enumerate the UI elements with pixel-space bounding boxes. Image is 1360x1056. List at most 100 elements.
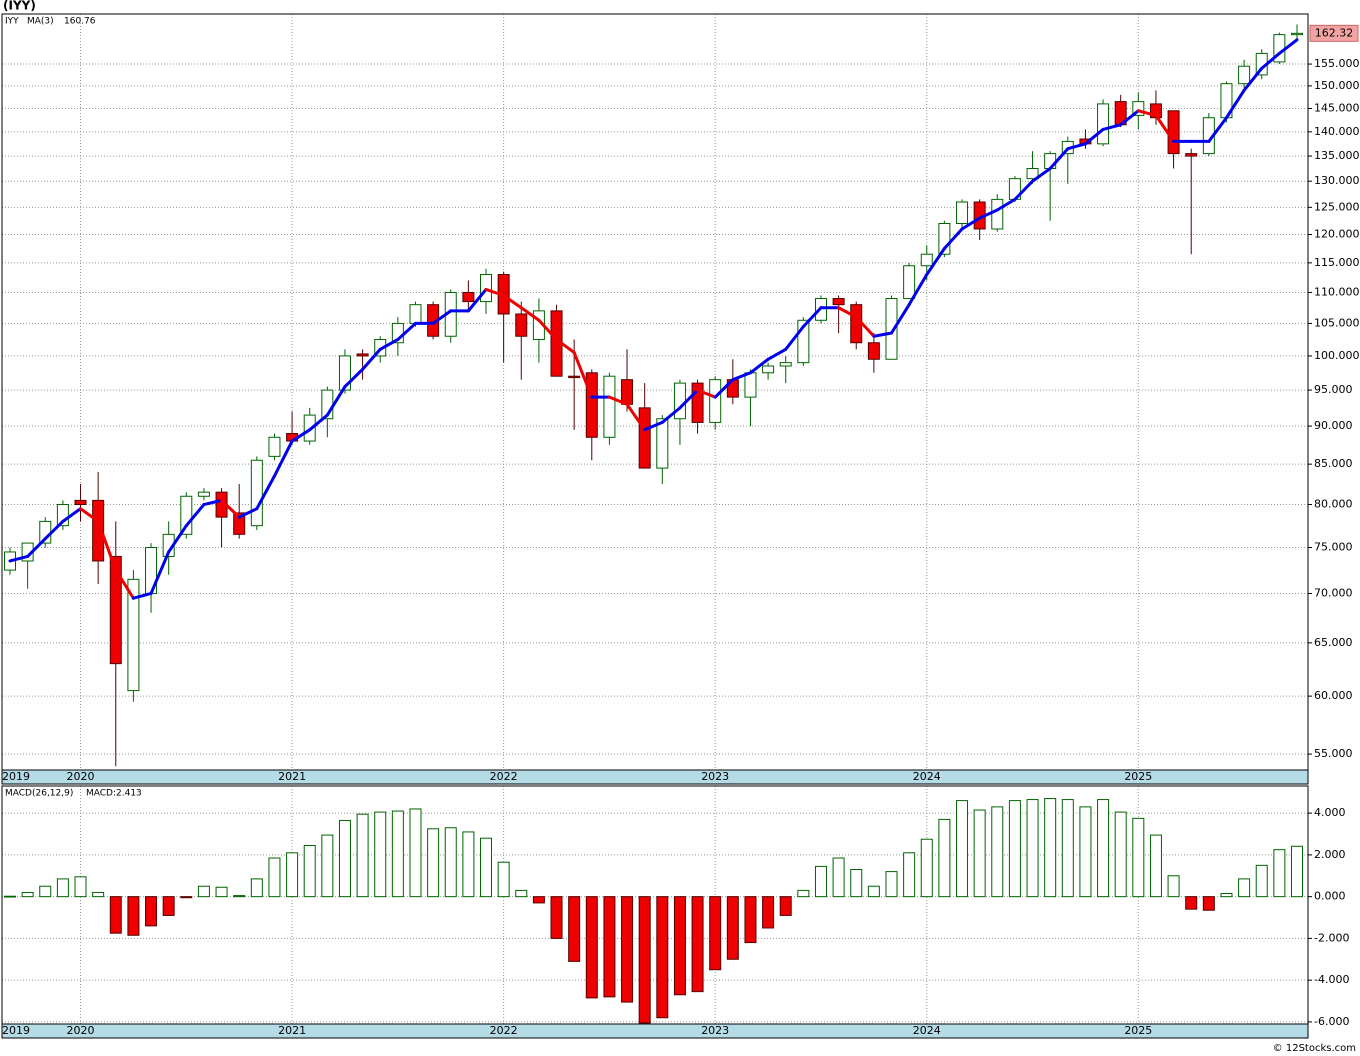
ma-line [220, 498, 241, 519]
macd-bar [515, 889, 528, 898]
macd-bar [374, 811, 387, 898]
candle-body [1097, 103, 1110, 145]
x-tick-label: 2023 [701, 770, 729, 783]
macd-bar [991, 806, 1004, 898]
x-tick-label: 2024 [913, 1024, 941, 1037]
candle-body [779, 362, 792, 367]
macd-bar [321, 834, 334, 898]
candle-body [568, 375, 581, 379]
candle-body [991, 198, 1004, 230]
x-tick-label: 2020 [67, 1024, 95, 1037]
y-tick-label: 125.000 [1314, 200, 1360, 213]
x-tick-label: 2025 [1124, 1024, 1152, 1037]
ma-line [1154, 113, 1176, 143]
y-tick-label: 150.000 [1314, 79, 1360, 92]
macd-bar [250, 878, 263, 898]
x-tick-label: 2023 [701, 1024, 729, 1037]
macd-bar [21, 891, 34, 898]
ma-line [114, 568, 135, 600]
candle-body [744, 372, 757, 398]
y-tick-label: 85.000 [1314, 457, 1353, 470]
candle-body [109, 555, 122, 665]
ma-line [942, 227, 964, 251]
ma-line [766, 347, 788, 361]
y-tick-label: 95.000 [1314, 383, 1353, 396]
ma-line [696, 388, 717, 399]
macd-bar [180, 896, 193, 899]
macd-bar [638, 896, 651, 1024]
macd-bar [673, 896, 686, 996]
ma-line [978, 208, 999, 220]
macd-bar [621, 896, 634, 1003]
y-tick-label: 135.000 [1314, 149, 1360, 162]
ma-line [8, 554, 30, 563]
ma-line [484, 287, 506, 297]
candle-body [92, 499, 105, 562]
x-tick-label: 2019 [2, 770, 30, 783]
macd-bar [444, 827, 457, 898]
macd-bar [867, 885, 880, 898]
macd-bar [1220, 893, 1233, 898]
macd-bar [1167, 875, 1180, 898]
candle-body [127, 578, 140, 692]
macd-bar [215, 886, 228, 898]
candle-body [603, 375, 616, 438]
x-tick-label: 2024 [913, 770, 941, 783]
macd-bar [356, 813, 369, 898]
macd-bar [903, 852, 916, 898]
ma-line [343, 367, 365, 389]
y-tick-label: 75.000 [1314, 541, 1353, 554]
ma-line [519, 306, 541, 322]
ma-line [361, 347, 382, 371]
x-tick-label: 2020 [67, 770, 95, 783]
candle-body [762, 365, 775, 374]
candle-body [656, 418, 669, 469]
candle-body [74, 499, 87, 506]
ma-line [378, 337, 400, 351]
ma-line [1101, 123, 1123, 131]
ma-line [801, 306, 823, 329]
ma-line [149, 550, 171, 595]
chart-title: (IYY) [3, 0, 36, 13]
ma-line [431, 309, 453, 325]
y-tick-label: 120.000 [1314, 228, 1360, 241]
y-tick-label: 115.000 [1314, 256, 1360, 269]
candle-body [585, 372, 598, 438]
x-tick-label: 2025 [1124, 770, 1152, 783]
legend-value: 2.413 [116, 789, 142, 799]
macd-bar [286, 852, 299, 898]
x-axis-band [1, 1023, 1309, 1039]
ma-line [1136, 109, 1158, 117]
y-tick-label: 60.000 [1314, 689, 1353, 702]
y-tick-label: 0.000 [1314, 890, 1346, 903]
macd-bar [1149, 834, 1162, 898]
macd-bar [709, 896, 722, 971]
ma-line [79, 507, 100, 523]
ma-line [1224, 88, 1246, 120]
macd-bar [973, 809, 986, 898]
macd-bar [568, 896, 581, 962]
macd-bar [1008, 800, 1021, 898]
candle-body [268, 436, 281, 457]
candle-body [1185, 153, 1198, 157]
ma-line [890, 303, 911, 335]
macd-bar [603, 896, 616, 998]
ma-line [607, 395, 629, 406]
candle-body [356, 353, 369, 357]
ma-line [872, 331, 893, 338]
macd-bar [1255, 864, 1268, 898]
macd-bar [268, 857, 281, 898]
candle-body [462, 291, 475, 303]
macd-bar [1185, 896, 1198, 910]
ma-line [131, 591, 153, 600]
ma-line [237, 507, 259, 519]
macd-bar [127, 896, 140, 936]
ma-line [925, 247, 946, 277]
x-tick-label: 2022 [490, 1024, 518, 1037]
ma-line [537, 318, 559, 341]
ma-line [1066, 142, 1087, 151]
macd-bar [427, 828, 440, 898]
ma-line [960, 216, 982, 231]
last-price-label: 162.32 [1315, 26, 1354, 39]
candle-body [673, 382, 686, 420]
